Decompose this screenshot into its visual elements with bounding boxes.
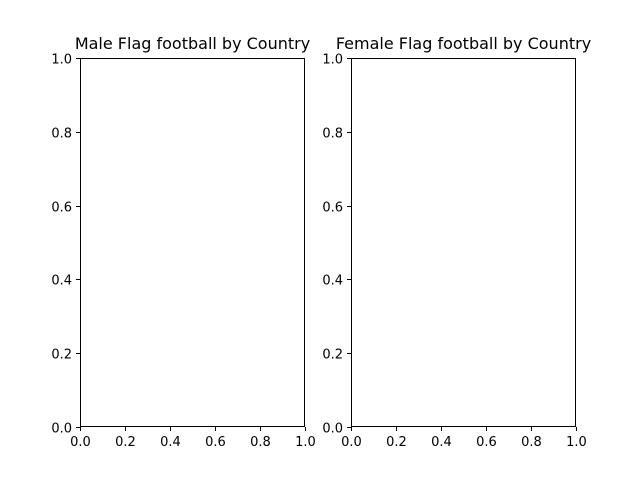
female-chart-x-tick-label: 0.2 (386, 435, 407, 450)
male-chart-x-tick-label: 0.4 (160, 435, 181, 450)
male-chart-y-tick-label: 0.6 (51, 201, 72, 216)
female-chart-x-tick-label: 1.0 (566, 435, 587, 450)
female-chart-y-axis: 0.0 0.2 0.4 0.6 0.8 1.0 (322, 53, 351, 437)
female-chart-y-tick-label: 1.0 (322, 53, 343, 68)
female-chart: Female Flag football by Country 0.0 0.2 0.… (322, 34, 591, 450)
female-chart-frame (351, 58, 576, 427)
male-chart-y-tick-label: 0.0 (51, 422, 72, 437)
female-chart-x-tick-label: 0.4 (431, 435, 452, 450)
male-chart-y-tick-label: 0.8 (51, 127, 72, 142)
female-chart-y-tick-label: 0.4 (322, 274, 343, 289)
male-chart-y-tick-label: 1.0 (51, 53, 72, 68)
female-chart-y-tick-label: 0.2 (322, 348, 343, 363)
male-chart-x-tick-label: 0.8 (250, 435, 271, 450)
female-chart-x-axis: 0.0 0.2 0.4 0.6 0.8 1.0 (341, 427, 587, 450)
male-chart-x-axis: 0.0 0.2 0.4 0.6 0.8 1.0 (70, 427, 316, 450)
male-chart-x-tick-label: 1.0 (295, 435, 316, 450)
male-chart: Male Flag football by Country 0.0 0.2 0.4 0… (51, 34, 316, 450)
male-chart-frame (80, 58, 305, 427)
male-chart-y-tick-label: 0.2 (51, 348, 72, 363)
female-chart-y-tick-label: 0.6 (322, 201, 343, 216)
female-chart-x-tick-label: 0.6 (476, 435, 497, 450)
male-chart-x-tick-label: 0.0 (70, 435, 91, 450)
male-chart-y-tick-label: 0.4 (51, 274, 72, 289)
male-chart-x-tick-label: 0.6 (205, 435, 226, 450)
male-chart-title: Male Flag football by Country (75, 34, 310, 53)
female-chart-x-tick-label: 0.0 (341, 435, 362, 450)
male-chart-y-axis: 0.0 0.2 0.4 0.6 0.8 1.0 (51, 53, 80, 437)
male-chart-x-tick-label: 0.2 (115, 435, 136, 450)
female-chart-x-tick-label: 0.8 (521, 435, 542, 450)
female-chart-title: Female Flag football by Country (336, 34, 591, 53)
female-chart-y-tick-label: 0.8 (322, 127, 343, 142)
female-chart-y-tick-label: 0.0 (322, 422, 343, 437)
